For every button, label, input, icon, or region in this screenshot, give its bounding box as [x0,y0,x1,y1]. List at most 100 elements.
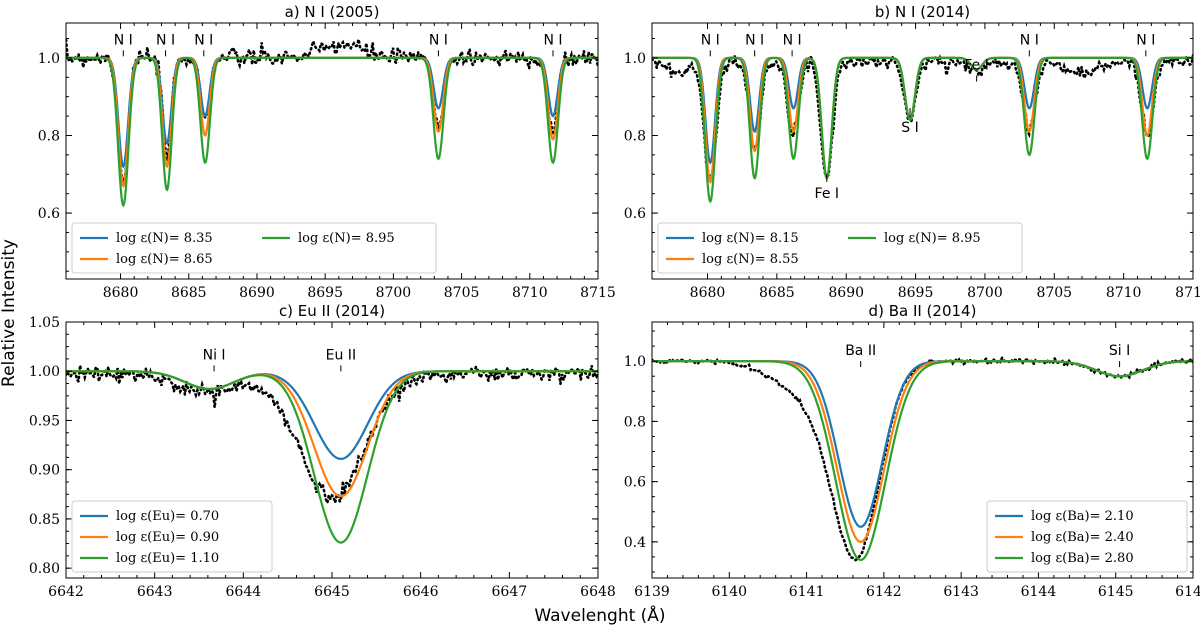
x-tick-label: 6144 [1021,584,1057,600]
plot-area [66,363,598,544]
x-tick-label: 8685 [759,285,795,301]
x-tick-label: 6139 [634,584,670,600]
x-tick-label: 6646 [403,584,439,600]
line-id-label: N I [783,32,802,48]
series-line-3 [652,56,1193,204]
line-id-label: N I [1020,32,1039,48]
x-tick-label: 8710 [1106,285,1142,301]
line-id-label: Ni I [203,347,226,363]
panel-title-c: c) Eu II (2014) [279,302,385,320]
legend: log ε(Eu)= 0.70 log ε(Eu)= 0.90 log ε(Eu)=… [71,500,273,573]
x-tick-label: 8700 [967,285,1003,301]
x-tick-label: 8705 [444,285,480,301]
line-id-label: Si I [1109,343,1130,359]
legend-label-3: log ε(N)= 8.95 [884,231,981,246]
y-tick-label: 0.95 [29,413,60,429]
plot-area [66,36,598,208]
line-id-label: Fe I [815,186,839,202]
line-id-label: Eu II [326,347,356,363]
x-tick-label: 8695 [898,285,934,301]
series-line-2 [66,370,598,498]
legend-label-1: log ε(N)= 8.35 [116,231,213,246]
line-id-label: N I [745,32,764,48]
x-tick-label: 6644 [226,584,262,600]
series-line-2 [652,56,1193,185]
legend-label-2: log ε(Eu)= 0.90 [116,530,219,545]
series-line-1 [66,370,598,460]
line-id-label: S I [901,120,918,136]
legend-label-2: log ε(Ba)= 2.40 [1031,530,1134,545]
series-line-2 [66,56,598,188]
y-tick-label: 1.0 [624,354,646,370]
legend-label-1: log ε(Ba)= 2.10 [1031,509,1134,524]
panel-title-b: b) N I (2014) [875,3,970,21]
series-line-1 [652,56,1193,180]
x-tick-label: 6146 [1175,584,1200,600]
x-tick-label: 8690 [828,285,864,301]
legend-box [986,500,1188,573]
panel-c: c) Eu II (2014) 6642 6643 6644 6645 6646 6647 6… [29,302,616,600]
panel-b: b) N I (2014) 8680 8685 8690 8695 8700 8705 871… [624,3,1200,301]
line-id-label: N I [194,32,213,48]
x-tick-label: 6645 [314,584,350,600]
legend-label-3: log ε(N)= 8.95 [298,231,395,246]
plot-frame [651,321,1194,579]
panel-title-d: d) Ba II (2014) [869,302,977,320]
legend: log ε(N)= 8.15 log ε(N)= 8.55 log ε(N)= 8.… [657,222,1023,274]
legend-label-2: log ε(N)= 8.65 [116,252,213,267]
y-tick-label: 1.05 [29,315,60,331]
plot-area [652,354,1193,562]
line-id-label: N I [701,32,720,48]
legend-label-3: log ε(Ba)= 2.80 [1031,551,1134,566]
x-tick-label: 8715 [580,285,616,301]
series-line-1 [66,56,598,169]
legend-box [657,222,1023,274]
y-tick-label: 0.90 [29,463,60,479]
series-line-3 [652,360,1193,562]
x-tick-label: 8680 [103,285,139,301]
x-tick-label: 8695 [307,285,343,301]
x-tick-label: 6647 [492,584,528,600]
x-tick-label: 8705 [1036,285,1072,301]
panel-d: d) Ba II (2014) 6139 6140 6141 6142 6143 6144 6… [624,302,1200,600]
y-tick-label: 0.6 [38,206,60,222]
observed-spectrum [66,36,598,183]
plot-area [652,52,1193,204]
plot-frame [65,22,599,280]
line-id-label: Ba II [845,343,876,359]
x-tick-label: 8715 [1175,285,1200,301]
y-tick-label: 0.80 [29,561,60,577]
series-line-3 [66,56,598,208]
x-tick-label: 8700 [376,285,412,301]
x-tick-label: 6642 [48,584,84,600]
line-id-label: N I [156,32,175,48]
y-tick-label: 0.6 [624,206,646,222]
y-tick-label: 0.8 [38,128,60,144]
x-tick-label: 8710 [512,285,548,301]
y-axis-label: Relative Intensity [0,239,19,387]
x-tick-label: 8680 [690,285,726,301]
legend-label-2: log ε(N)= 8.55 [702,252,799,267]
x-tick-label: 6145 [1098,584,1134,600]
plot-frame [651,22,1194,280]
panel-a: a) N I (2005) 8680 8685 8690 8695 8700 8705 871… [38,3,616,301]
x-tick-label: 8685 [171,285,207,301]
y-tick-label: 0.4 [624,535,646,551]
observed-spectrum [66,363,598,508]
legend-label-3: log ε(Eu)= 1.10 [116,551,219,566]
x-tick-label: 6142 [866,584,902,600]
y-tick-label: 0.8 [624,414,646,430]
line-id-label: N I [1136,32,1155,48]
x-tick-label: 6141 [789,584,825,600]
y-tick-label: 0.6 [624,475,646,491]
line-id-label: N I [543,32,562,48]
legend: log ε(N)= 8.35 log ε(N)= 8.65 log ε(N)= 8.… [71,222,437,274]
legend-box [71,222,437,274]
observed-spectrum [652,52,1193,183]
line-id-label: Fe I [964,58,988,74]
x-axis-label: Wavelenght (Å) [534,604,665,626]
x-tick-label: 6643 [137,584,173,600]
x-tick-label: 6143 [943,584,979,600]
x-tick-label: 6140 [711,584,747,600]
